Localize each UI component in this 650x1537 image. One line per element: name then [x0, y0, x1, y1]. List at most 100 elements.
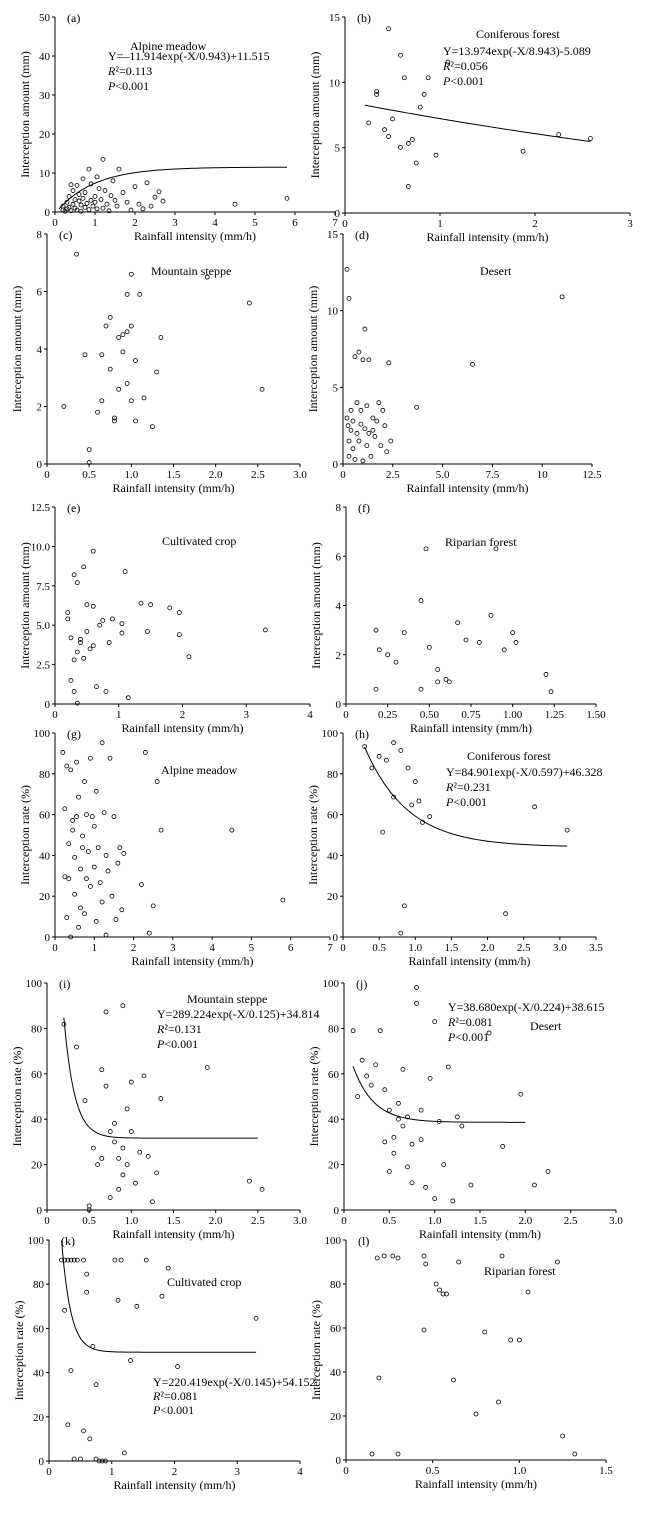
data-point [414, 404, 420, 410]
data-point [543, 672, 549, 677]
data-point [138, 600, 144, 606]
y-tick-label: 0 [333, 459, 339, 471]
data-point [398, 144, 403, 150]
data-point [382, 1087, 388, 1093]
data-point [352, 456, 358, 462]
data-point [388, 438, 394, 444]
panel-g: 0 1 2 3 4 5 6 7 0 20 40 60 80 100 Rainfall intensity (… [18, 727, 333, 968]
data-point [90, 643, 96, 649]
data-point [346, 295, 352, 301]
data-point [414, 1001, 419, 1006]
fit-equation-line: P<0.001 [107, 79, 149, 93]
data-point [128, 1079, 134, 1085]
data-point [362, 426, 368, 432]
data-point [106, 208, 112, 214]
data-point [61, 404, 67, 409]
data-point [500, 1144, 506, 1149]
data-point [167, 605, 173, 611]
x-tick-label: 0 [52, 217, 58, 229]
data-point [124, 291, 130, 297]
fit-equation-line: R²=0.231 [445, 780, 491, 794]
x-tick-label: 2 [132, 217, 138, 229]
y-tick-label: 0 [37, 459, 43, 471]
data-point [80, 176, 86, 182]
data-point [120, 1172, 126, 1178]
data-point [60, 203, 66, 209]
data-point [141, 1073, 147, 1079]
data-point [417, 104, 423, 110]
x-axis-label: Rainfall intensity (mm/h) [122, 721, 244, 735]
y-tick-label: 0 [336, 699, 342, 711]
data-point [107, 755, 113, 761]
data-point [354, 400, 360, 406]
data-point [150, 1199, 155, 1205]
x-tick-label: 2.0 [518, 1215, 532, 1227]
data-point [401, 75, 407, 81]
x-tick-label: 0.50 [420, 709, 440, 721]
x-tick-label: 0 [343, 1465, 349, 1477]
data-point [426, 644, 432, 650]
data-point [76, 794, 81, 800]
data-point [418, 1137, 424, 1143]
x-tick-label: 5 [252, 217, 258, 229]
x-tick-label: 4 [307, 709, 313, 721]
data-point [133, 1180, 138, 1186]
x-tick-label: 2.5 [564, 1215, 578, 1227]
y-axis-label: Interception amount (mm) [10, 286, 24, 413]
x-axis-label: Rainfall intensity (mm/h) [134, 229, 256, 243]
y-axis-label: Interception amount (mm) [306, 286, 320, 413]
fit-equation-line: Y=13.974exp(-X/8.943)-5.089 [443, 44, 591, 58]
data-point [370, 415, 376, 421]
data-point [70, 188, 76, 193]
data-point [376, 1375, 382, 1381]
data-point [359, 1057, 365, 1063]
panel-c: 0 0.5 1.0 1.5 2.0 2.5 3.0 0 2 4 6 8 Rainfall intensi… [10, 228, 307, 495]
data-point [386, 1107, 392, 1113]
x-tick-label: 2 [131, 942, 137, 954]
y-tick-label: 80 [327, 769, 339, 781]
x-tick-label: 1.0 [124, 469, 138, 481]
fit-equation-line: R²=0.131 [156, 1022, 202, 1036]
data-point [99, 899, 105, 905]
data-point [107, 366, 113, 372]
data-point [82, 204, 88, 210]
data-point [105, 868, 111, 874]
data-point [395, 1255, 401, 1261]
data-point [156, 189, 162, 195]
y-tick-label: 100 [325, 1235, 342, 1247]
data-point [98, 197, 104, 202]
panel-label: (j) [356, 977, 367, 991]
data-point [66, 204, 72, 210]
y-tick-label: 2 [336, 650, 342, 662]
data-point [518, 1091, 524, 1097]
data-point [70, 827, 76, 833]
data-point [395, 1116, 401, 1122]
x-tick-label: 3.0 [553, 942, 567, 954]
data-point [158, 1096, 164, 1101]
data-point [90, 1145, 96, 1151]
data-point [76, 198, 82, 204]
data-point [421, 1253, 427, 1259]
y-tick-label: 40 [39, 51, 51, 63]
data-point [229, 827, 235, 833]
y-tick-label: 0 [39, 1456, 45, 1468]
data-point [390, 116, 395, 122]
x-axis-label: Rainfall intensity (mm/h) [419, 1227, 541, 1241]
data-point [352, 354, 358, 360]
data-point [115, 860, 121, 866]
data-point [93, 919, 99, 924]
y-tick-label: 100 [322, 728, 339, 740]
panel-title: Cultivated crop [162, 534, 236, 548]
data-point [559, 294, 565, 300]
data-point [259, 386, 265, 392]
fit-equation-line: R²=0.081 [152, 1389, 198, 1403]
data-point [152, 194, 158, 200]
data-point [435, 679, 441, 685]
data-point [384, 449, 390, 455]
data-point [259, 1186, 265, 1192]
data-point [62, 806, 68, 812]
y-tick-label: 100 [26, 978, 43, 990]
data-point [71, 572, 77, 578]
data-point [107, 1129, 113, 1134]
